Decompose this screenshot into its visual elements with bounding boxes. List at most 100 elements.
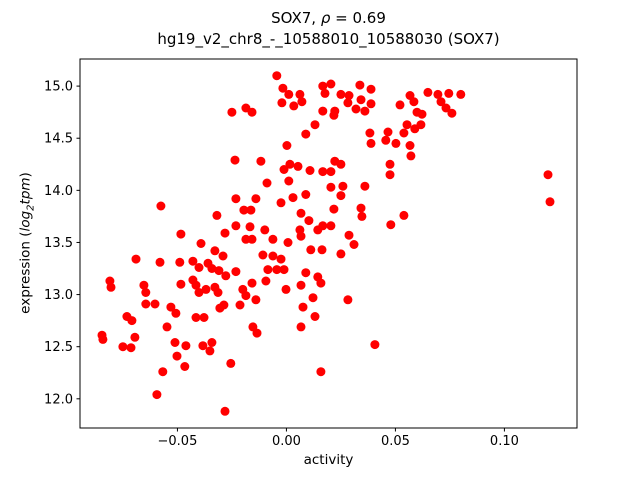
data-point: [155, 257, 165, 267]
data-point: [252, 328, 262, 338]
data-point: [402, 120, 412, 130]
data-point: [226, 358, 236, 368]
data-point: [320, 88, 330, 98]
data-point: [356, 95, 366, 105]
data-point: [212, 210, 222, 220]
data-point: [213, 288, 223, 297]
data-point: [188, 256, 198, 266]
data-point: [365, 128, 375, 138]
data-point: [279, 165, 289, 174]
ylabel-prefix: expression (: [17, 231, 34, 314]
data-point: [316, 367, 326, 377]
data-point: [284, 176, 294, 186]
data-point: [218, 251, 228, 261]
ylabel-suffix: ): [17, 172, 34, 178]
data-point: [288, 193, 298, 203]
data-point: [268, 251, 278, 261]
data-point: [214, 266, 224, 276]
data-point: [293, 161, 303, 171]
plot-frame: [79, 58, 578, 429]
data-point: [268, 234, 278, 244]
data-point: [191, 313, 201, 322]
data-point: [220, 406, 230, 416]
data-point: [336, 191, 346, 201]
data-point: [251, 295, 261, 305]
data-point: [343, 295, 353, 305]
y-tick-label: 12.0: [44, 392, 73, 407]
data-point: [298, 302, 308, 312]
data-point: [308, 293, 318, 303]
data-point: [326, 79, 336, 89]
data-point: [247, 278, 257, 288]
data-point: [343, 98, 353, 108]
ylabel-log: log: [17, 210, 34, 232]
chart-subtitle: hg19_v2_chr8_-_10588010_10588030 (SOX7): [157, 30, 500, 48]
data-point: [150, 299, 160, 309]
data-point: [301, 268, 311, 278]
data-point: [210, 246, 220, 256]
data-point: [385, 159, 395, 169]
data-point: [227, 107, 237, 117]
data-point: [441, 103, 451, 113]
data-point: [399, 128, 409, 138]
data-point: [230, 155, 240, 165]
data-point: [318, 81, 328, 91]
data-point: [289, 101, 299, 111]
data-point: [258, 250, 268, 260]
data-point: [272, 265, 282, 275]
data-point: [127, 316, 137, 326]
data-point: [207, 338, 217, 347]
data-point: [305, 166, 315, 175]
title-rho-symbol: ρ: [320, 9, 331, 27]
data-point: [386, 220, 396, 230]
data-point: [417, 109, 427, 119]
data-point: [405, 141, 415, 150]
data-point: [357, 211, 367, 221]
data-point: [239, 205, 249, 215]
data-point: [152, 390, 162, 400]
data-point: [256, 156, 266, 166]
data-point: [391, 138, 401, 148]
data-point: [171, 308, 181, 318]
data-point: [306, 245, 316, 255]
data-point: [310, 312, 320, 321]
data-point: [336, 249, 346, 259]
data-point: [246, 205, 256, 215]
data-point: [370, 340, 380, 350]
data-point: [336, 159, 346, 169]
data-point: [436, 97, 446, 107]
data-point: [423, 87, 433, 97]
data-point: [162, 322, 172, 332]
data-point: [399, 210, 409, 220]
ylabel-subscript: 2: [25, 204, 37, 211]
data-point: [433, 89, 443, 99]
data-point: [131, 254, 141, 264]
data-point: [203, 258, 213, 268]
data-point: [284, 89, 294, 99]
y-tick-label: 12.5: [44, 340, 73, 355]
data-point: [194, 263, 204, 272]
data-point: [205, 346, 215, 356]
data-point: [349, 240, 359, 249]
data-point: [281, 284, 291, 294]
data-point: [282, 141, 292, 150]
data-point: [247, 107, 257, 117]
data-point: [381, 135, 391, 145]
data-point: [318, 221, 328, 231]
data-point: [395, 100, 405, 110]
data-point: [301, 129, 311, 139]
data-point: [310, 120, 320, 130]
y-tick-label: 13.0: [44, 288, 73, 303]
data-point: [219, 300, 229, 310]
data-point: [383, 127, 393, 137]
data-point: [194, 288, 204, 297]
data-point: [175, 257, 185, 267]
data-point: [545, 197, 555, 207]
data-point: [118, 342, 128, 352]
data-point: [176, 279, 186, 289]
data-point: [444, 88, 454, 98]
data-point: [366, 84, 376, 94]
data-point: [220, 228, 230, 238]
data-point: [296, 231, 306, 241]
data-point: [191, 280, 201, 290]
